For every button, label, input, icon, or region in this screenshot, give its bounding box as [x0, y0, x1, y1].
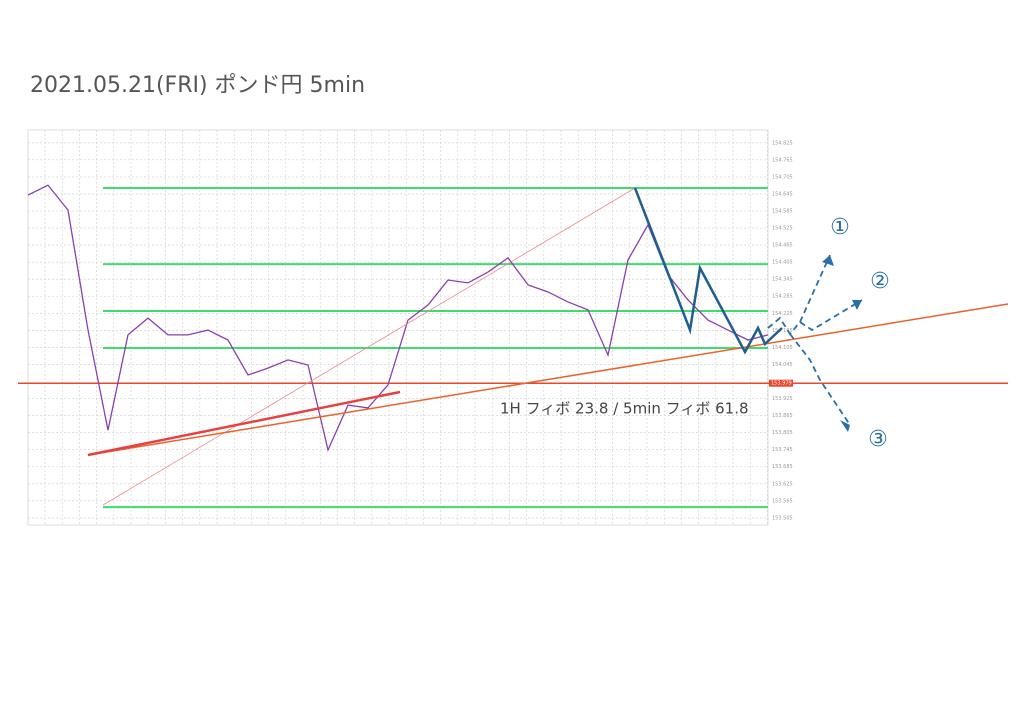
- y-tick-label: 153.505: [772, 515, 793, 521]
- scenario-arrows: [767, 254, 863, 426]
- y-tick-label: 153.685: [772, 464, 793, 470]
- marks: 153.979: [18, 184, 1008, 509]
- grid: 153.505 153.565 153.625 153.685 153.745 153.8…: [28, 130, 793, 525]
- y-tick-label: 153.805: [772, 430, 793, 436]
- trend-line: [87, 303, 1009, 456]
- y-tick-label: 153.625: [772, 481, 793, 487]
- plot-area: [27, 129, 769, 526]
- scenario-label: ①: [830, 215, 850, 240]
- arrow-heads: [822, 255, 862, 432]
- y-tick-label: 154.645: [772, 191, 793, 197]
- price-line: [27, 184, 769, 453]
- y-tick-label: 154.285: [772, 294, 793, 300]
- y-tick-label: 153.565: [772, 498, 793, 504]
- y-tick-label: 153.925: [772, 396, 793, 402]
- y-tick-label: 154.045: [772, 362, 793, 368]
- chart-title: 2021.05.21(FRI) ポンド円 5min: [30, 73, 365, 98]
- y-tick-label: 154.585: [772, 208, 793, 214]
- y-tick-label: 153.865: [772, 413, 793, 419]
- y-tick-label: 154.705: [772, 174, 793, 180]
- y-tick-label: 154.465: [772, 243, 793, 249]
- y-tick-label: 154.405: [772, 260, 793, 266]
- scenario-label: ③: [868, 427, 888, 452]
- y-tick-label: 154.825: [772, 140, 793, 146]
- scenario-label: ②: [870, 269, 890, 294]
- fib-diagonal: [102, 187, 636, 506]
- trend-line-bold: [87, 390, 401, 457]
- y-tick-label: 154.765: [772, 157, 793, 163]
- wave-zigzag: [633, 187, 783, 355]
- y-tick-label: 153.745: [772, 447, 793, 453]
- y-tick-label: 154.345: [772, 277, 793, 283]
- y-tick-label: 154.165: [772, 328, 793, 334]
- y-tick-label: 154.105: [772, 345, 793, 351]
- annotation: 1H フィボ 23.8 / 5min フィボ 61.8: [500, 400, 749, 418]
- price-tag: [769, 379, 793, 387]
- price-tag-label: 153.979: [771, 381, 792, 387]
- y-tick-label: 154.525: [772, 226, 793, 232]
- y-tick-label: 154.225: [772, 311, 793, 317]
